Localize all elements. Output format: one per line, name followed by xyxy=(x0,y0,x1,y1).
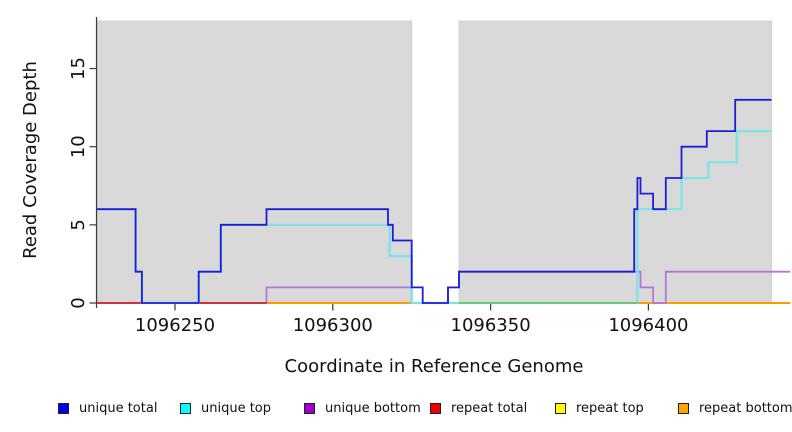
x-tick-label: 1096400 xyxy=(608,315,688,336)
legend-item: unique total xyxy=(58,401,157,416)
legend-swatch xyxy=(678,403,689,414)
x-tick-label: 1096300 xyxy=(293,315,373,336)
legend-swatch xyxy=(58,403,69,414)
legend-swatch xyxy=(304,403,315,414)
legend-swatch xyxy=(180,403,191,414)
x-tick-label: 1096350 xyxy=(451,315,531,336)
y-tick-label: 5 xyxy=(68,219,89,230)
y-axis-label: Read Coverage Depth xyxy=(20,61,41,259)
coverage-shading-band xyxy=(96,20,413,304)
legend-label: repeat total xyxy=(451,401,528,416)
legend-label: repeat top xyxy=(576,401,644,416)
legend-item: repeat top xyxy=(555,401,644,416)
y-tick-label: 15 xyxy=(68,57,89,80)
legend-item: unique bottom xyxy=(304,401,421,416)
legend-label: unique bottom xyxy=(325,401,421,416)
series-unique-total-line xyxy=(97,98,772,304)
legend-label: unique total xyxy=(79,401,158,416)
legend-label: unique top xyxy=(201,401,272,416)
x-axis-label: Coordinate in Reference Genome xyxy=(285,356,584,377)
legend-item: repeat total xyxy=(430,401,527,416)
legend-swatch xyxy=(430,403,441,414)
legend-item: unique top xyxy=(180,401,271,416)
legend-label: repeat bottom xyxy=(699,401,792,416)
y-tick-label: 0 xyxy=(68,297,89,308)
x-tick-label: 1096250 xyxy=(135,315,215,336)
legend-swatch xyxy=(555,403,566,414)
legend-item: repeat bottom xyxy=(678,401,792,416)
y-tick-label: 10 xyxy=(68,135,89,158)
